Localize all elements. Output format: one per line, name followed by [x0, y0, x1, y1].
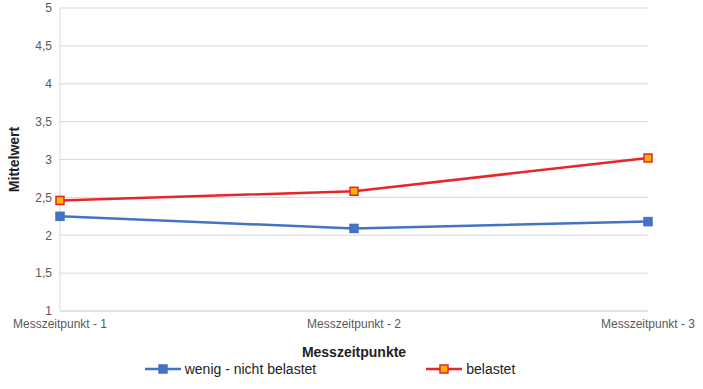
- svg-text:Messzeitpunkte: Messzeitpunkte: [302, 344, 406, 360]
- svg-text:1,5: 1,5: [35, 266, 52, 280]
- svg-text:1: 1: [45, 304, 52, 318]
- svg-text:4,5: 4,5: [35, 39, 52, 53]
- svg-text:Messzeitpunkt - 3: Messzeitpunkt - 3: [601, 317, 695, 331]
- svg-text:Messzeitpunkt - 2: Messzeitpunkt - 2: [307, 317, 401, 331]
- svg-text:5: 5: [45, 1, 52, 15]
- html-text:wenig - nicht belastet: wenig - nicht belastet: [184, 361, 317, 377]
- svg-text:3,5: 3,5: [35, 115, 52, 129]
- html-text:belastet: belastet: [466, 361, 516, 377]
- svg-text:2: 2: [45, 229, 52, 243]
- svg-text:2,5: 2,5: [35, 191, 52, 205]
- svg-text:4: 4: [45, 77, 52, 91]
- svg-text:Messzeitpunkt - 1: Messzeitpunkt - 1: [13, 317, 107, 331]
- svg-text:3: 3: [45, 153, 52, 167]
- svg-text:Mittelwert: Mittelwert: [6, 126, 22, 192]
